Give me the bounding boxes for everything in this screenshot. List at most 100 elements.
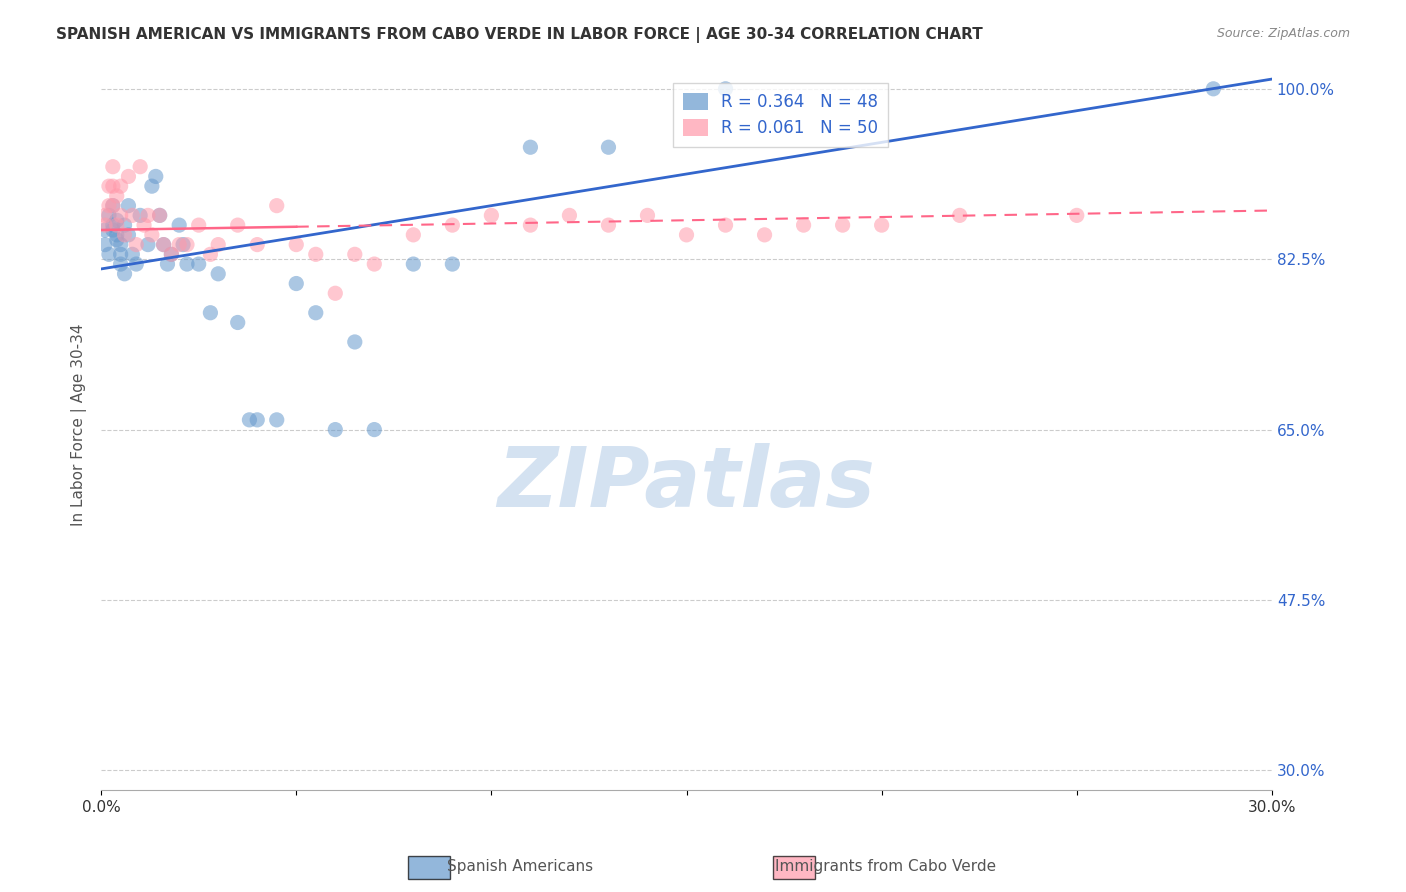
Spanish Americans xyxy=(110,247,132,261)
Spanish Americans xyxy=(226,316,249,330)
Immigrants from Cabo Verde xyxy=(305,247,328,261)
Spanish Americans xyxy=(101,223,124,237)
Spanish Americans xyxy=(105,213,128,227)
Spanish Americans xyxy=(519,140,541,154)
Immigrants from Cabo Verde xyxy=(363,257,385,271)
Immigrants from Cabo Verde xyxy=(1066,208,1088,222)
Immigrants from Cabo Verde xyxy=(160,247,183,261)
Immigrants from Cabo Verde xyxy=(149,208,172,222)
Immigrants from Cabo Verde xyxy=(207,237,229,252)
Immigrants from Cabo Verde xyxy=(97,199,120,213)
Immigrants from Cabo Verde xyxy=(675,227,697,242)
Legend: R = 0.364   N = 48, R = 0.061   N = 50: R = 0.364 N = 48, R = 0.061 N = 50 xyxy=(672,83,887,147)
Immigrants from Cabo Verde xyxy=(94,218,117,232)
Immigrants from Cabo Verde xyxy=(949,208,972,222)
Immigrants from Cabo Verde xyxy=(714,218,737,232)
Spanish Americans xyxy=(246,413,269,427)
Immigrants from Cabo Verde xyxy=(402,227,425,242)
Spanish Americans xyxy=(207,267,229,281)
Spanish Americans xyxy=(266,413,288,427)
Spanish Americans xyxy=(117,199,139,213)
Immigrants from Cabo Verde xyxy=(110,179,132,194)
Text: Spanish Americans: Spanish Americans xyxy=(447,859,593,874)
Spanish Americans xyxy=(598,140,620,154)
Spanish Americans xyxy=(101,218,124,232)
Text: ZIPatlas: ZIPatlas xyxy=(498,442,876,524)
Immigrants from Cabo Verde xyxy=(114,227,136,242)
Spanish Americans xyxy=(105,227,128,242)
Spanish Americans xyxy=(141,179,163,194)
Text: SPANISH AMERICAN VS IMMIGRANTS FROM CABO VERDE IN LABOR FORCE | AGE 30-34 CORREL: SPANISH AMERICAN VS IMMIGRANTS FROM CABO… xyxy=(56,27,983,43)
Immigrants from Cabo Verde xyxy=(101,199,124,213)
Immigrants from Cabo Verde xyxy=(479,208,502,222)
Text: Immigrants from Cabo Verde: Immigrants from Cabo Verde xyxy=(775,859,997,874)
Immigrants from Cabo Verde xyxy=(558,208,581,222)
Spanish Americans xyxy=(363,423,385,437)
Immigrants from Cabo Verde xyxy=(637,208,659,222)
Immigrants from Cabo Verde xyxy=(117,169,139,184)
Spanish Americans xyxy=(114,267,136,281)
Spanish Americans xyxy=(343,334,366,349)
Spanish Americans xyxy=(121,247,143,261)
Immigrants from Cabo Verde xyxy=(152,237,174,252)
Spanish Americans xyxy=(238,413,260,427)
Immigrants from Cabo Verde xyxy=(343,247,366,261)
Spanish Americans xyxy=(110,237,132,252)
Spanish Americans xyxy=(125,257,148,271)
Spanish Americans xyxy=(117,227,139,242)
Spanish Americans xyxy=(114,218,136,232)
Spanish Americans xyxy=(167,218,190,232)
Spanish Americans xyxy=(187,257,209,271)
Spanish Americans xyxy=(97,247,120,261)
Immigrants from Cabo Verde xyxy=(246,237,269,252)
Immigrants from Cabo Verde xyxy=(101,179,124,194)
Spanish Americans xyxy=(129,208,152,222)
Spanish Americans xyxy=(402,257,425,271)
Spanish Americans xyxy=(97,208,120,222)
Spanish Americans xyxy=(136,237,159,252)
Immigrants from Cabo Verde xyxy=(176,237,198,252)
Immigrants from Cabo Verde xyxy=(167,237,190,252)
Spanish Americans xyxy=(176,257,198,271)
Spanish Americans xyxy=(101,199,124,213)
Spanish Americans xyxy=(149,208,172,222)
Immigrants from Cabo Verde xyxy=(200,247,222,261)
Immigrants from Cabo Verde xyxy=(105,218,128,232)
Immigrants from Cabo Verde xyxy=(266,199,288,213)
Spanish Americans xyxy=(156,257,179,271)
Immigrants from Cabo Verde xyxy=(105,189,128,203)
Immigrants from Cabo Verde xyxy=(110,208,132,222)
Spanish Americans xyxy=(145,169,167,184)
Immigrants from Cabo Verde xyxy=(441,218,464,232)
Spanish Americans xyxy=(110,257,132,271)
Immigrants from Cabo Verde xyxy=(101,160,124,174)
Immigrants from Cabo Verde xyxy=(831,218,853,232)
Immigrants from Cabo Verde xyxy=(187,218,209,232)
Immigrants from Cabo Verde xyxy=(136,208,159,222)
Spanish Americans xyxy=(152,237,174,252)
Immigrants from Cabo Verde xyxy=(121,208,143,222)
Immigrants from Cabo Verde xyxy=(141,227,163,242)
Immigrants from Cabo Verde xyxy=(323,286,346,301)
Spanish Americans xyxy=(105,233,128,247)
Spanish Americans xyxy=(172,237,194,252)
Immigrants from Cabo Verde xyxy=(754,227,776,242)
Immigrants from Cabo Verde xyxy=(519,218,541,232)
Immigrants from Cabo Verde xyxy=(285,237,308,252)
Immigrants from Cabo Verde xyxy=(870,218,893,232)
Spanish Americans xyxy=(1202,82,1225,96)
Spanish Americans xyxy=(160,247,183,261)
Text: Source: ZipAtlas.com: Source: ZipAtlas.com xyxy=(1216,27,1350,40)
Immigrants from Cabo Verde xyxy=(94,208,117,222)
Spanish Americans xyxy=(94,223,117,237)
Spanish Americans xyxy=(94,237,117,252)
Immigrants from Cabo Verde xyxy=(226,218,249,232)
Immigrants from Cabo Verde xyxy=(97,179,120,194)
Y-axis label: In Labor Force | Age 30-34: In Labor Force | Age 30-34 xyxy=(72,324,87,526)
Spanish Americans xyxy=(323,423,346,437)
Immigrants from Cabo Verde xyxy=(793,218,815,232)
Spanish Americans xyxy=(200,306,222,320)
Spanish Americans xyxy=(441,257,464,271)
Immigrants from Cabo Verde xyxy=(132,218,155,232)
Immigrants from Cabo Verde xyxy=(125,237,148,252)
